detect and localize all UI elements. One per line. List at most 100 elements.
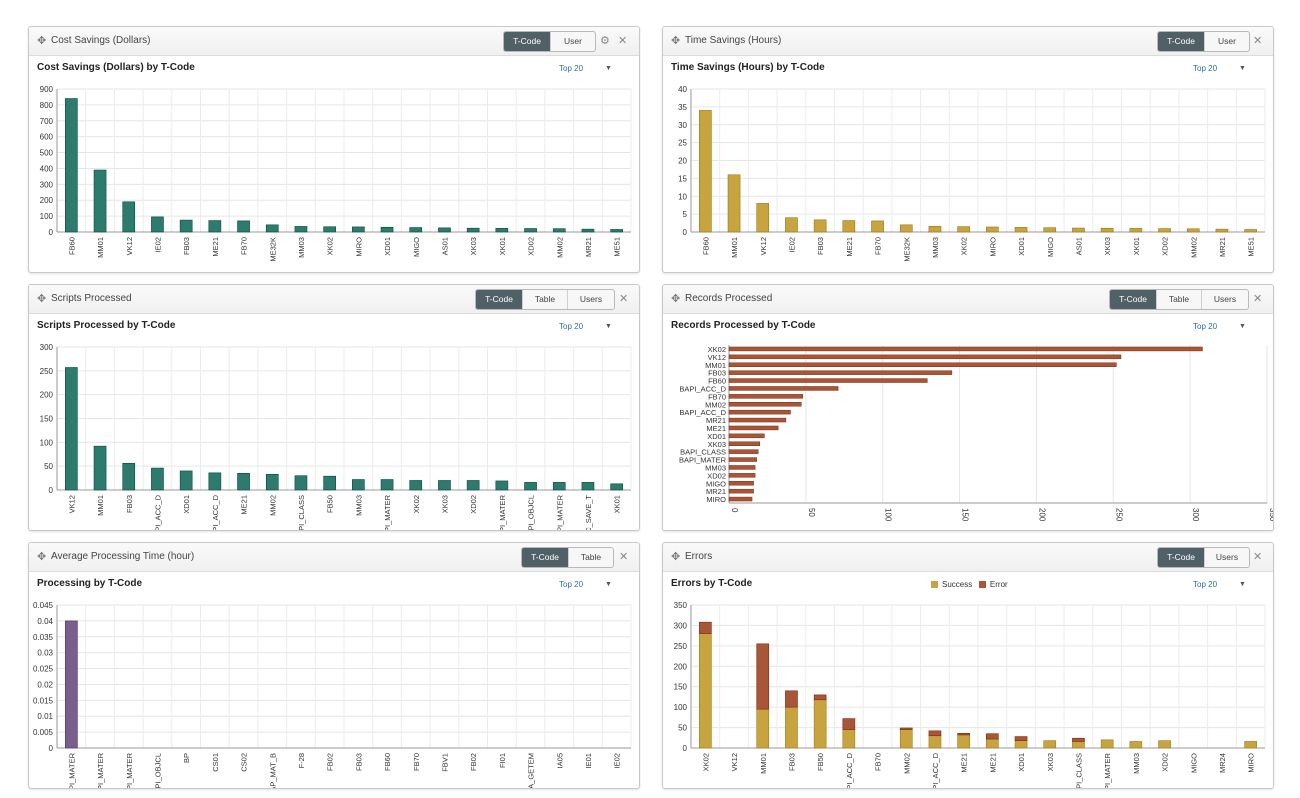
bar <box>728 488 754 494</box>
y-tick-label: 0 <box>683 744 688 753</box>
move-handle-icon[interactable]: ✥ <box>37 551 47 563</box>
move-handle-icon[interactable]: ✥ <box>671 551 681 563</box>
chevron-down-icon[interactable]: ▼ <box>1239 581 1246 588</box>
panel-title: Errors <box>685 551 713 562</box>
close-icon[interactable]: ✕ <box>1253 293 1263 305</box>
legend-label-error: Error <box>989 580 1008 589</box>
tcode-toggle-button[interactable]: T-Code <box>522 548 568 567</box>
x-tick-label: 50 <box>807 508 816 517</box>
bar <box>552 482 566 491</box>
users-toggle-button[interactable]: Users <box>1201 290 1248 309</box>
y-tick-label: 250 <box>674 642 688 651</box>
top-n-select[interactable]: Top 20 <box>559 64 584 73</box>
top-n-select[interactable]: Top 20 <box>1193 580 1218 589</box>
gear-icon[interactable]: ⚙ <box>600 35 610 47</box>
chevron-down-icon[interactable]: ▼ <box>605 65 612 72</box>
bar <box>265 473 279 491</box>
close-icon[interactable]: ✕ <box>1253 551 1263 563</box>
table-toggle-button[interactable]: Table <box>568 548 613 567</box>
user-toggle-button[interactable]: User <box>1204 32 1249 51</box>
bar <box>986 226 999 233</box>
tcode-toggle-button[interactable]: T-Code <box>1158 548 1204 567</box>
bar <box>524 228 537 233</box>
chart-svg: 0 50 100 150 200 250 300 350 XK02 VK12 MM01 FB03 FB5… <box>674 601 1266 788</box>
y-tick-label: BAPI_CLASS <box>680 448 726 457</box>
y-tick-label: 700 <box>40 117 54 126</box>
x-tick-label: IE02 <box>787 237 796 252</box>
x-tick-label: MIRO <box>988 237 997 257</box>
bar-error <box>813 694 827 701</box>
x-tick-label: MR21 <box>584 237 593 257</box>
top-n-select[interactable]: Top 20 <box>559 322 584 331</box>
bar-success <box>1072 741 1085 749</box>
bar <box>409 227 423 233</box>
close-icon[interactable]: ✕ <box>618 35 628 47</box>
y-tick-label: 400 <box>40 164 54 173</box>
x-tick-label: XK02 <box>326 237 335 255</box>
panel-title: Average Processing Time (hour) <box>51 551 195 562</box>
top-n-select[interactable]: Top 20 <box>559 580 584 589</box>
tcode-toggle-button[interactable]: T-Code <box>504 32 550 51</box>
x-tick-label: MM02 <box>1189 237 1198 258</box>
move-handle-icon[interactable]: ✥ <box>37 293 47 305</box>
y-tick-label: 150 <box>40 415 54 424</box>
bar-success <box>1014 740 1028 749</box>
x-tick-label: FBV1 <box>440 753 449 772</box>
bar <box>1129 228 1143 233</box>
x-tick-label: MM03 <box>297 237 306 258</box>
tcode-toggle-button[interactable]: T-Code <box>1110 290 1156 309</box>
top-n-select[interactable]: Top 20 <box>1193 322 1218 331</box>
close-icon[interactable]: ✕ <box>619 293 629 305</box>
y-tick-label: XK03 <box>708 440 726 449</box>
move-handle-icon[interactable]: ✥ <box>37 35 47 47</box>
chevron-down-icon[interactable]: ▼ <box>1239 323 1246 330</box>
y-tick-label: BAPI_MATER <box>679 456 727 465</box>
tcode-toggle-button[interactable]: T-Code <box>476 290 522 309</box>
chevron-down-icon[interactable]: ▼ <box>1239 65 1246 72</box>
x-tick-label: ME51 <box>613 237 622 257</box>
move-handle-icon[interactable]: ✥ <box>671 293 681 305</box>
x-tick-label: 150 <box>961 508 970 522</box>
bar <box>728 362 1117 367</box>
x-tick-label: MM03 <box>931 237 940 258</box>
x-tick-label: XD01 <box>182 495 191 514</box>
bar <box>438 227 451 233</box>
close-icon[interactable]: ✕ <box>619 551 629 563</box>
view-toggle: T-Code Table <box>521 547 614 568</box>
users-toggle-button[interactable]: Users <box>1204 548 1249 567</box>
tcode-toggle-button[interactable]: T-Code <box>1158 32 1204 51</box>
bar <box>208 472 222 491</box>
users-toggle-button[interactable]: Users <box>567 290 614 309</box>
x-tick-label: 300 <box>1191 508 1200 522</box>
y-tick-label: 0.025 <box>33 665 54 674</box>
x-tick-label: FB02 <box>469 753 478 771</box>
bar <box>728 386 839 391</box>
top-n-select[interactable]: Top 20 <box>1193 64 1218 73</box>
x-tick-label: XD02 <box>527 237 536 256</box>
y-tick-label: 100 <box>674 703 688 712</box>
table-toggle-button[interactable]: Table <box>1156 290 1201 309</box>
bar <box>813 219 827 233</box>
x-tick-label: BAPI_ACC_D <box>211 494 220 530</box>
y-tick-label: 250 <box>40 367 54 376</box>
chart-title: Processing by T-Code <box>37 578 143 589</box>
bar-success <box>899 729 913 749</box>
chevron-down-icon[interactable]: ▼ <box>605 323 612 330</box>
x-tick-label: XK03 <box>440 495 449 513</box>
chart-svg: 0 5 10 15 20 25 30 35 40 FB60 MM01 VK12 IE02 FB03 ME21… <box>678 85 1266 262</box>
bar-success <box>1129 741 1143 749</box>
panel-header: ✥ Cost Savings (Dollars) T-Code User ⚙ ✕ <box>29 27 639 56</box>
bar <box>871 220 884 233</box>
bar <box>93 169 107 233</box>
legend-swatch-error <box>978 581 986 588</box>
y-tick-label: MM03 <box>705 463 726 472</box>
move-handle-icon[interactable]: ✥ <box>671 35 681 47</box>
bar <box>728 481 754 486</box>
y-tick-label: 0.005 <box>33 728 54 737</box>
user-toggle-button[interactable]: User <box>550 32 595 51</box>
x-tick-label: MM02 <box>268 495 277 516</box>
y-tick-label: 800 <box>40 101 54 110</box>
chevron-down-icon[interactable]: ▼ <box>605 581 612 588</box>
table-toggle-button[interactable]: Table <box>522 290 567 309</box>
close-icon[interactable]: ✕ <box>1253 35 1263 47</box>
